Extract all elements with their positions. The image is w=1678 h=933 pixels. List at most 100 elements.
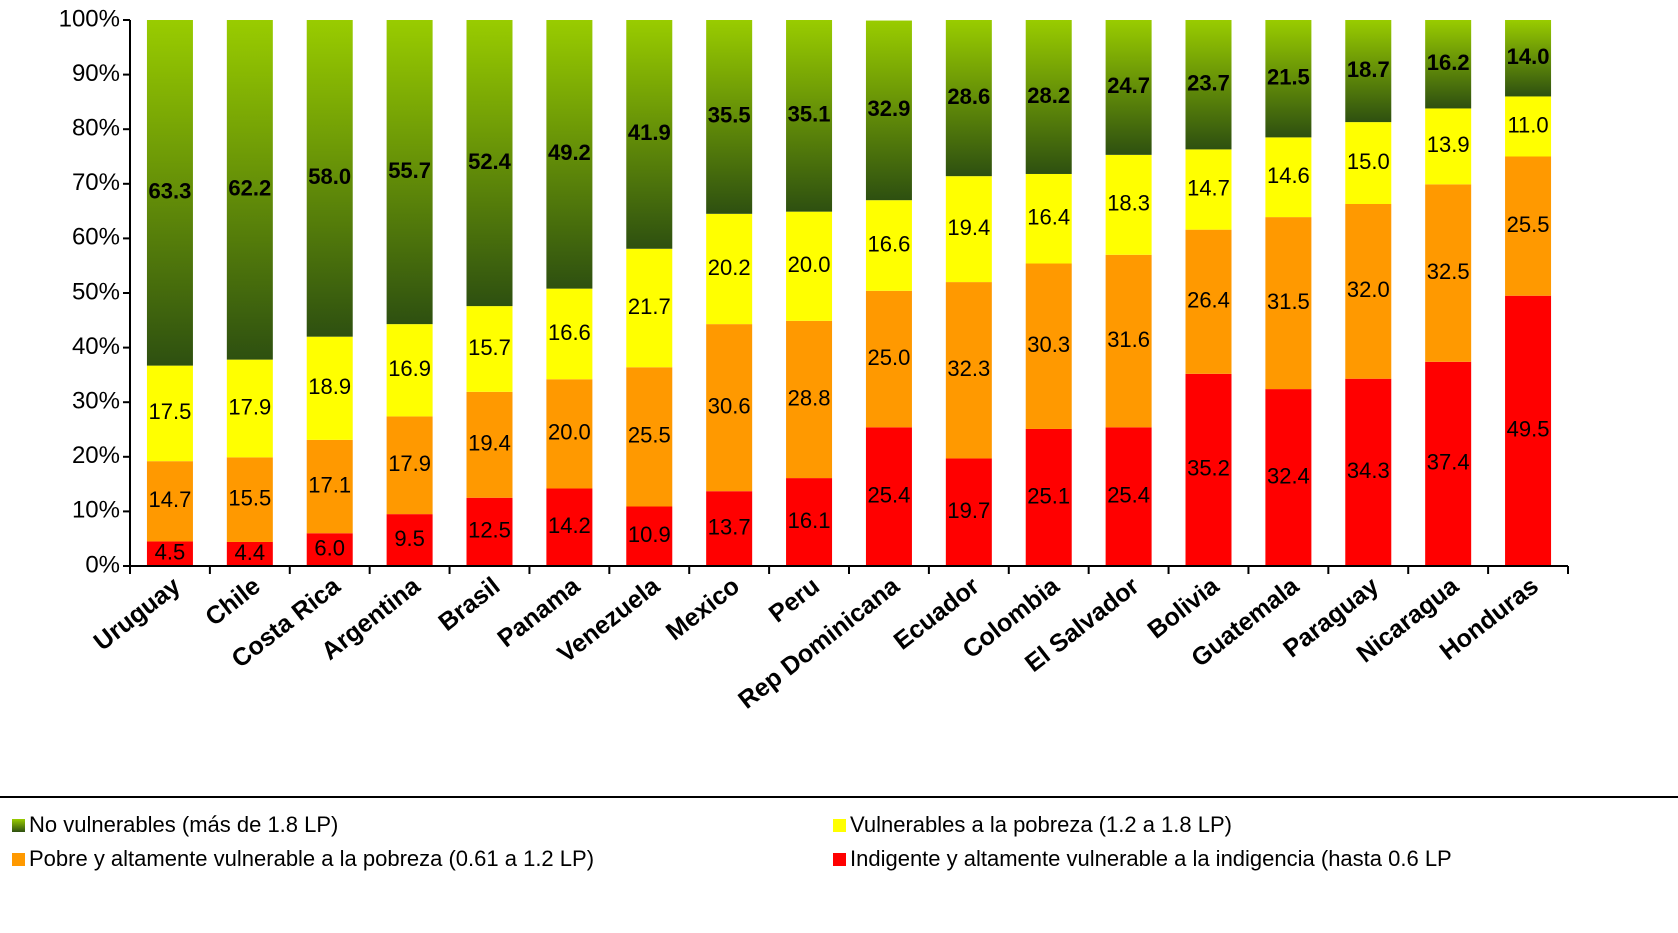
bar-segment (706, 20, 753, 214)
data-label: 16.2 (1427, 50, 1470, 75)
bar-segment (226, 359, 273, 458)
bar-segment (546, 488, 593, 566)
legend-swatch (12, 819, 25, 832)
bar-segment (146, 461, 193, 542)
bar-segment (466, 391, 513, 498)
data-label: 15.7 (468, 335, 511, 360)
bar-segment (1025, 263, 1072, 429)
bar-segment (546, 379, 593, 489)
bar-segment (146, 541, 193, 566)
data-label: 41.9 (628, 120, 671, 145)
data-label: 32.3 (947, 356, 990, 381)
data-label: 4.4 (235, 540, 266, 565)
bar-segment (945, 282, 992, 459)
bar-segment (1265, 20, 1312, 138)
y-tick-label: 40% (72, 333, 120, 360)
bar-segment (386, 20, 433, 325)
bar-segment (1425, 20, 1472, 109)
data-label: 10.9 (628, 522, 671, 547)
bar-segment (706, 213, 753, 325)
data-label: 21.7 (628, 294, 671, 319)
data-label: 4.5 (155, 540, 186, 565)
data-label: 24.7 (1107, 73, 1150, 98)
data-label: 14.6 (1267, 163, 1310, 188)
legend-swatch (833, 819, 846, 832)
x-tick-label: Brasil (433, 572, 505, 637)
bar-segment (1025, 173, 1072, 264)
data-label: 11.0 (1507, 112, 1548, 137)
y-tick-label: 10% (72, 497, 120, 524)
legend-swatch (833, 853, 846, 866)
x-tick-label: Peru (764, 572, 825, 628)
data-label: 55.7 (388, 158, 431, 183)
bar-segment (786, 320, 833, 479)
data-label: 32.4 (1267, 463, 1310, 488)
data-label: 25.1 (1027, 483, 1070, 508)
bar-segment (1185, 20, 1232, 150)
data-label: 31.6 (1107, 327, 1150, 352)
bar-segment (226, 20, 273, 360)
data-label: 28.6 (947, 84, 990, 109)
bar-segment (626, 367, 673, 507)
bar-segment (1345, 20, 1392, 123)
bar-segment (226, 457, 273, 542)
data-label: 25.4 (1107, 482, 1150, 507)
bar-segment (1265, 137, 1312, 218)
data-label: 49.5 (1507, 417, 1550, 442)
data-label: 19.4 (468, 431, 511, 456)
data-label: 17.5 (149, 399, 192, 424)
y-tick-label: 50% (72, 278, 120, 305)
bar-segment (945, 458, 992, 566)
data-label: 17.9 (228, 394, 271, 419)
data-label: 20.2 (708, 255, 751, 280)
bar-segment (786, 211, 833, 321)
data-label: 35.1 (788, 102, 831, 127)
y-tick-label: 30% (72, 388, 120, 415)
y-tick-label: 20% (72, 442, 120, 469)
y-tick-label: 100% (59, 5, 120, 32)
data-label: 25.5 (1507, 212, 1550, 237)
data-label: 21.5 (1267, 65, 1310, 90)
data-label: 14.0 (1507, 44, 1550, 69)
x-tick-label: Chile (200, 572, 265, 632)
bar-segment (865, 290, 912, 428)
data-label: 18.9 (308, 374, 351, 399)
data-label: 32.0 (1347, 277, 1390, 302)
data-label: 28.2 (1027, 83, 1070, 108)
bar-segment (1505, 20, 1552, 97)
data-label: 16.6 (868, 231, 911, 256)
data-label: 63.3 (149, 179, 192, 204)
bar-segment (626, 248, 673, 368)
data-label: 25.0 (868, 345, 911, 370)
bar-segment (945, 176, 992, 283)
bar-segment (706, 491, 753, 566)
data-label: 34.3 (1347, 458, 1390, 483)
bar-segment (1025, 428, 1072, 566)
bar-segment (546, 20, 593, 289)
data-label: 35.2 (1187, 456, 1230, 481)
data-label: 31.5 (1267, 289, 1310, 314)
bar-segment (786, 478, 833, 566)
bar-segment (1185, 149, 1232, 230)
bar-segment (865, 427, 912, 566)
data-label: 19.4 (947, 215, 990, 240)
bar-segment (1265, 217, 1312, 390)
data-label: 28.8 (788, 385, 831, 410)
x-tick-label: Uruguay (89, 572, 186, 657)
data-label: 20.0 (788, 252, 831, 277)
y-tick-label: 0% (85, 551, 120, 578)
bar-segment (706, 324, 753, 492)
data-label: 13.7 (708, 514, 751, 539)
data-label: 19.7 (947, 498, 990, 523)
bar-segment (1505, 295, 1552, 566)
data-label: 17.9 (388, 451, 431, 476)
data-label: 25.4 (868, 482, 911, 507)
data-label: 16.4 (1027, 205, 1070, 230)
bar-segment (1185, 373, 1232, 566)
data-label: 35.5 (708, 103, 751, 128)
bar-segment (1025, 20, 1072, 174)
data-label: 16.9 (388, 356, 431, 381)
bar-segment (626, 506, 673, 566)
data-label: 58.0 (308, 164, 351, 189)
